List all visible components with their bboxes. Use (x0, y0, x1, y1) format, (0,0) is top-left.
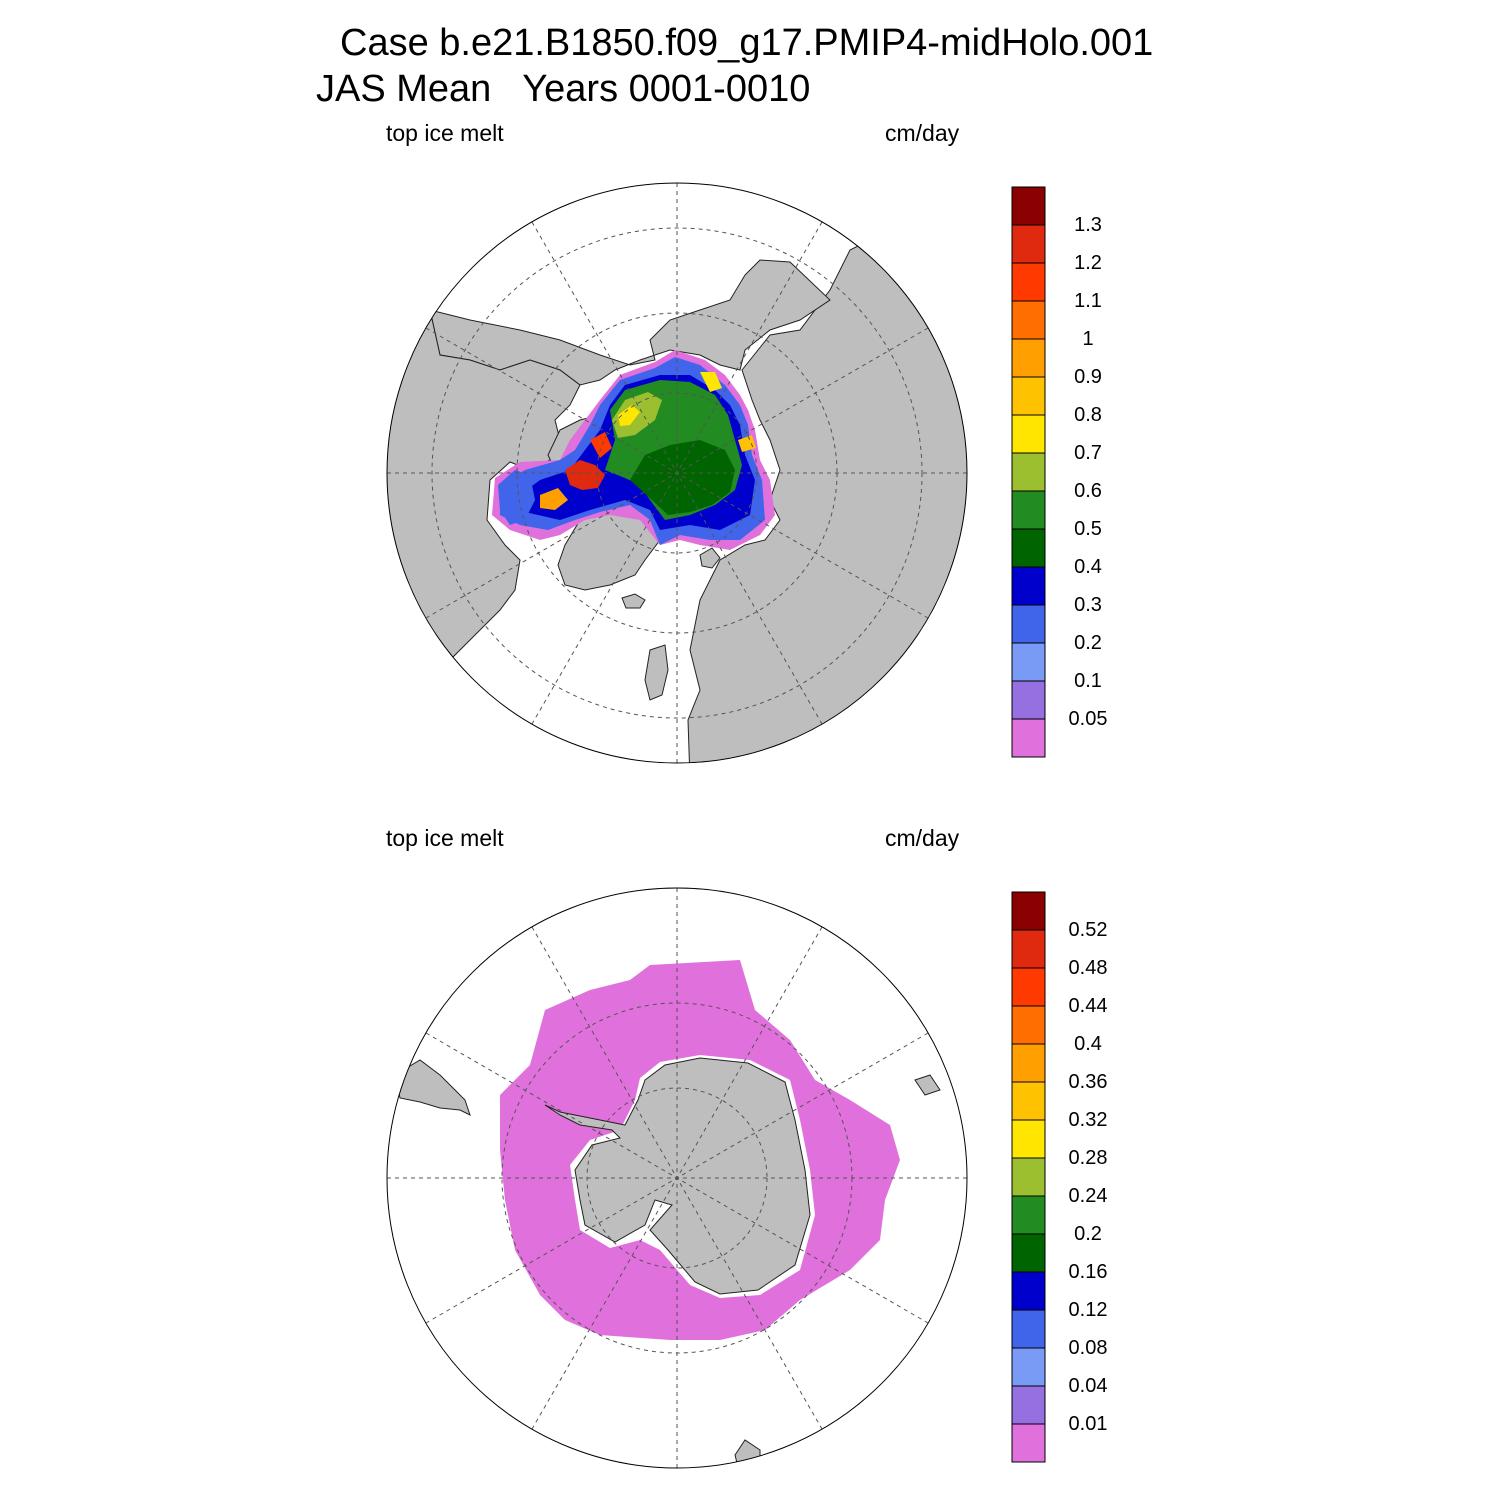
south-colorbar-swatch (1011, 1157, 1046, 1197)
north-ice-yellow-a (618, 405, 640, 426)
north-colorbar-swatch (1011, 528, 1046, 568)
north-colorbar-tick-label: 0.9 (1074, 366, 1102, 388)
south-variable-label: top ice melt (386, 825, 504, 851)
south-colorbar-tick-label: 0.52 (1068, 919, 1108, 941)
north-colorbar-swatch (1011, 718, 1046, 758)
north-colorbar-tick-label: 0.3 (1074, 594, 1102, 616)
north-graticule (387, 183, 967, 763)
north-colorbar-swatch (1011, 642, 1046, 682)
north-colorbar-tick-label: 0.6 (1074, 480, 1102, 502)
south-colorbar-swatch (1011, 1309, 1046, 1349)
north-colorbar-swatch (1011, 224, 1046, 264)
figure-title-period: JAS Mean Years 0001-0010 (316, 68, 811, 110)
north-land-britain (644, 644, 669, 701)
north-colorbar-swatch (1011, 604, 1046, 644)
north-colorbar-swatch (1011, 376, 1046, 416)
south-colorbar-tick-label: 0.2 (1074, 1223, 1102, 1245)
south-land-australia (914, 1074, 941, 1096)
north-ice-red (565, 460, 605, 490)
north-colorbar-tick-label: 1.1 (1074, 290, 1102, 312)
north-colorbar-tick-label: 0.1 (1074, 670, 1102, 692)
south-colorbar-tick-label: 0.01 (1068, 1413, 1108, 1435)
south-colorbar-tick-label: 0.12 (1068, 1299, 1108, 1321)
north-colorbar-swatch (1011, 186, 1046, 226)
north-polar-map (386, 182, 968, 764)
south-colorbar-tick-label: 0.4 (1074, 1033, 1102, 1055)
south-colorbar-swatch (1011, 967, 1046, 1007)
south-colorbar-tick-label: 0.24 (1068, 1185, 1108, 1207)
north-colorbar-swatch (1011, 338, 1046, 378)
south-colorbar-swatch (1011, 1005, 1046, 1045)
north-land-eurasia (687, 214, 967, 763)
south-colorbar-tick-label: 0.04 (1068, 1375, 1108, 1397)
north-map-content (387, 183, 967, 763)
south-colorbar-swatch (1011, 891, 1046, 931)
north-colorbar-tick-label: 0.2 (1074, 632, 1102, 654)
north-units-label: cm/day (885, 120, 960, 146)
north-colorbar-tick-label: 0.7 (1074, 442, 1102, 464)
north-variable-label: top ice melt (386, 120, 504, 146)
north-land-svalbard (699, 547, 721, 569)
north-ice-yellow-c (738, 435, 756, 452)
north-colorbar-tick-label: 0.05 (1068, 708, 1108, 730)
north-colorbar-swatch (1011, 566, 1046, 606)
north-ice-dark-green (630, 440, 735, 515)
north-colorbar-swatch (1011, 300, 1046, 340)
south-map-content (387, 888, 967, 1468)
south-ice-ring (500, 960, 900, 1340)
south-colorbar-tick-label: 0.36 (1068, 1071, 1108, 1093)
north-colorbar-swatch (1011, 452, 1046, 492)
north-colorbar-tick-label: 0.8 (1074, 404, 1102, 426)
south-polar-map (386, 887, 968, 1469)
north-colorbar-tick-label: 0.5 (1074, 518, 1102, 540)
south-colorbar-swatch (1011, 1385, 1046, 1425)
north-colorbar-tick-label: 0.4 (1074, 556, 1102, 578)
south-colorbar-tick-label: 0.48 (1068, 957, 1108, 979)
north-ice-orange-red (590, 432, 612, 458)
south-colorbar (1011, 891, 1046, 1463)
north-colorbar-tick-label: 1.2 (1074, 252, 1102, 274)
south-colorbar-swatch (1011, 1423, 1046, 1463)
south-colorbar-swatch (1011, 1271, 1046, 1311)
south-colorbar-tick-label: 0.08 (1068, 1337, 1108, 1359)
north-colorbar-tick-label: 1 (1082, 328, 1094, 350)
south-colorbar-tick-label: 0.16 (1068, 1261, 1108, 1283)
south-colorbar-swatch (1011, 1233, 1046, 1273)
south-colorbar-swatch (1011, 1119, 1046, 1159)
south-colorbar-swatch (1011, 1347, 1046, 1387)
south-colorbar-tick-label: 0.28 (1068, 1147, 1108, 1169)
south-map-border (386, 887, 968, 1469)
north-colorbar-swatch (1011, 414, 1046, 454)
figure-title-case: Case b.e21.B1850.f09_g17.PMIP4-midHolo.0… (340, 22, 1154, 64)
north-colorbar (1011, 186, 1046, 758)
north-ice-hudson-blue (498, 470, 535, 525)
north-colorbar-tick-label: 1.3 (1074, 214, 1102, 236)
north-colorbar-swatch (1011, 262, 1046, 302)
north-map-border (386, 182, 968, 764)
south-colorbar-swatch (1011, 1195, 1046, 1235)
north-ice-orange (540, 488, 568, 510)
south-graticule (387, 888, 967, 1468)
south-colorbar-swatch (1011, 1043, 1046, 1083)
south-units-label: cm/day (885, 825, 960, 851)
south-colorbar-swatch (1011, 929, 1046, 969)
north-colorbar-swatch (1011, 680, 1046, 720)
south-colorbar-tick-label: 0.44 (1068, 995, 1108, 1017)
north-ice-yellow-b (700, 372, 722, 392)
south-land-south-america (394, 1059, 471, 1116)
south-colorbar-tick-label: 0.32 (1068, 1109, 1108, 1131)
north-colorbar-swatch (1011, 490, 1046, 530)
south-colorbar-swatch (1011, 1081, 1046, 1121)
north-land-iceland (621, 593, 646, 609)
